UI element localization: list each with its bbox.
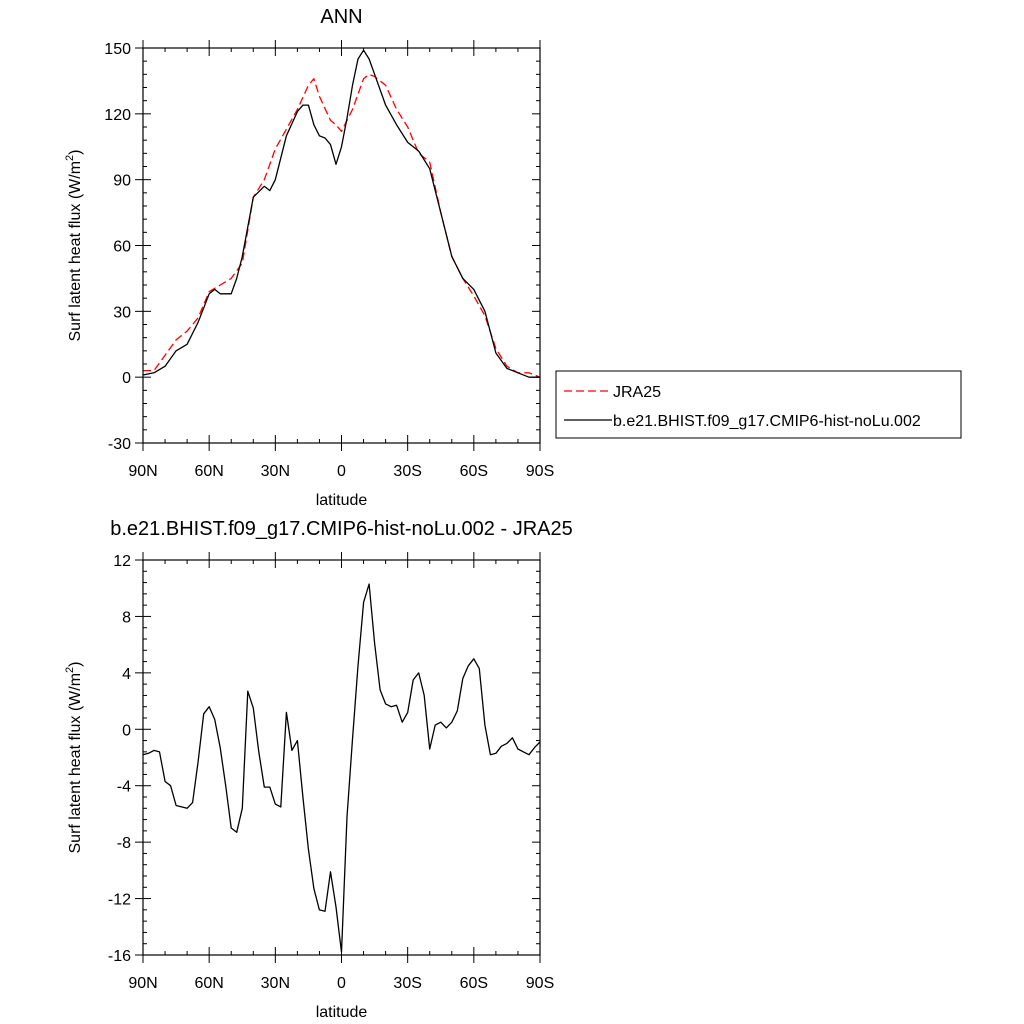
y-tick-label: 60 — [113, 239, 131, 256]
x-axis-label: latitude — [316, 492, 368, 509]
legend-box — [555, 370, 962, 439]
x-tick-label: 30N — [261, 463, 290, 480]
y-tick-label: 120 — [104, 107, 131, 124]
x-axis-label: latitude — [316, 1004, 368, 1021]
series-line-1 — [143, 73, 541, 378]
y-tick-label: 12 — [113, 553, 131, 570]
x-tick-label: 60S — [460, 975, 488, 992]
x-tick-label: 60S — [460, 463, 488, 480]
x-tick-label: 30S — [393, 463, 421, 480]
y-axis-label-close: ) — [67, 150, 84, 155]
chart-title: b.e21.BHIST.f09_g17.CMIP6-hist-noLu.002 … — [110, 518, 572, 540]
y-axis-label: Surf latent heat flux (W/m2) — [64, 150, 84, 342]
series-line-2 — [142, 49, 540, 378]
y-tick-label: 8 — [122, 609, 131, 626]
y-tick-label: 0 — [122, 370, 131, 387]
series-line-1 — [142, 583, 541, 953]
x-tick-label: 30N — [261, 975, 290, 992]
x-tick-label: 30S — [393, 975, 421, 992]
x-tick-label: 60N — [194, 463, 223, 480]
chart-panel-1: ANN -30 0 30 60 90 120 150 90N 60N 30N 0 30S 60S 90S la… — [64, 6, 962, 509]
x-tick-label: 90N — [128, 463, 157, 480]
chart-title: ANN — [320, 6, 362, 28]
x-tick-label: 60N — [194, 975, 223, 992]
y-tick-label: -16 — [108, 948, 131, 965]
y-axis-label: Surf latent heat flux (W/m2) — [64, 662, 84, 854]
y-tick-label: 90 — [113, 173, 131, 190]
y-tick-label: 4 — [122, 666, 131, 683]
y-tick-label: -8 — [117, 835, 131, 852]
plot-frame — [142, 559, 541, 956]
y-tick-label: 150 — [104, 41, 131, 58]
plot-frame — [142, 47, 541, 444]
y-axis-label-superscript: 2 — [64, 155, 76, 161]
chart-panel-2: b.e21.BHIST.f09_g17.CMIP6-hist-noLu.002 … — [64, 518, 573, 1021]
y-axis-label-text: Surf latent heat flux (W/m — [67, 161, 84, 342]
y-axis-label-superscript: 2 — [64, 667, 76, 673]
y-axis-label-text: Surf latent heat flux (W/m — [67, 673, 84, 854]
legend-label: JRA25 — [613, 384, 661, 401]
x-tick-label: 0 — [337, 463, 346, 480]
legend-label: b.e21.BHIST.f09_g17.CMIP6-hist-noLu.002 — [613, 413, 921, 430]
x-tick-label: 90S — [526, 975, 554, 992]
y-axis-label-close: ) — [67, 662, 84, 667]
y-tick-label: -12 — [108, 892, 131, 909]
legend: JRA25 b.e21.BHIST.f09_g17.CMIP6-hist-noLu… — [555, 370, 962, 439]
y-tick-label: -4 — [117, 779, 131, 796]
y-tick-label: -30 — [108, 436, 131, 453]
y-tick-label: 30 — [113, 304, 131, 321]
x-tick-label: 0 — [337, 975, 346, 992]
x-tick-label: 90S — [526, 463, 554, 480]
x-tick-label: 90N — [128, 975, 157, 992]
y-tick-label: 0 — [122, 722, 131, 739]
